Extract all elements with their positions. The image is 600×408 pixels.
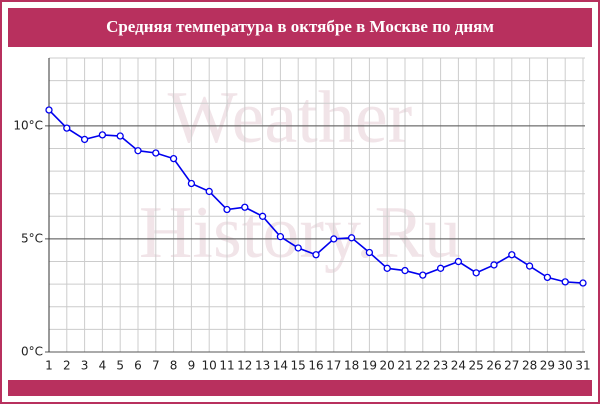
point [45, 106, 53, 114]
point [419, 271, 427, 279]
x-tick-label: 31 [575, 359, 590, 373]
x-tick-label: 28 [522, 359, 537, 373]
point [223, 205, 231, 214]
point [330, 235, 338, 243]
x-tick-label: 23 [433, 359, 448, 373]
header-band [8, 8, 592, 47]
x-tick-label: 12 [237, 359, 252, 373]
point [561, 278, 569, 286]
point [490, 261, 498, 269]
point [436, 264, 445, 272]
point [347, 234, 356, 242]
footer-band [8, 380, 592, 396]
point [365, 248, 374, 257]
x-tick-label: 21 [397, 359, 412, 373]
x-tick-label: 16 [308, 359, 323, 373]
point [187, 179, 196, 188]
point [383, 264, 391, 272]
x-tick-label: 8 [170, 359, 178, 373]
point [63, 124, 71, 132]
watermark: Weather [168, 77, 413, 159]
x-tick-label: 25 [469, 359, 484, 373]
y-tick-label: 5°C [21, 231, 43, 245]
x-tick-label: 24 [451, 359, 466, 373]
point [294, 244, 302, 252]
x-tick-label: 26 [486, 359, 501, 373]
x-tick-label: 17 [326, 359, 341, 373]
x-tick-label: 22 [415, 359, 430, 373]
watermark: History.Ru [139, 192, 461, 274]
x-tick-label: 18 [344, 359, 359, 373]
x-tick-label: 2 [63, 359, 71, 373]
x-tick-label: 30 [558, 359, 573, 373]
point [116, 132, 124, 140]
x-tick-label: 7 [152, 359, 160, 373]
x-tick-label: 20 [380, 359, 395, 373]
point [169, 154, 178, 163]
x-tick-label: 11 [219, 359, 234, 373]
point [205, 187, 213, 196]
point [80, 135, 89, 144]
x-tick-label: 29 [540, 359, 555, 373]
point [579, 279, 587, 287]
point [525, 262, 534, 270]
x-tick-label: 6 [134, 359, 142, 373]
y-tick-label: 10°C [13, 118, 43, 132]
x-tick-label: 27 [504, 359, 519, 373]
point [258, 212, 267, 220]
point [276, 233, 285, 241]
x-tick-label: 9 [188, 359, 196, 373]
x-tick-label: 14 [273, 359, 288, 373]
x-tick-label: 15 [291, 359, 306, 373]
x-tick-label: 4 [99, 359, 107, 373]
point [472, 269, 480, 277]
point [508, 251, 516, 259]
point [98, 131, 107, 139]
x-tick-label: 10 [202, 359, 217, 373]
x-tick-label: 1 [45, 359, 53, 373]
point [152, 149, 160, 157]
point [312, 251, 320, 259]
y-tick-label: 0°C [21, 345, 43, 359]
chart-title: Средняя температура в октябре в Москве п… [106, 17, 494, 36]
point [543, 273, 552, 282]
point [134, 147, 142, 155]
point [454, 257, 463, 266]
x-tick-label: 5 [116, 359, 124, 373]
point [401, 266, 409, 275]
point [241, 203, 249, 211]
x-tick-label: 13 [255, 359, 270, 373]
x-tick-label: 19 [362, 359, 377, 373]
x-tick-label: 3 [81, 359, 89, 373]
